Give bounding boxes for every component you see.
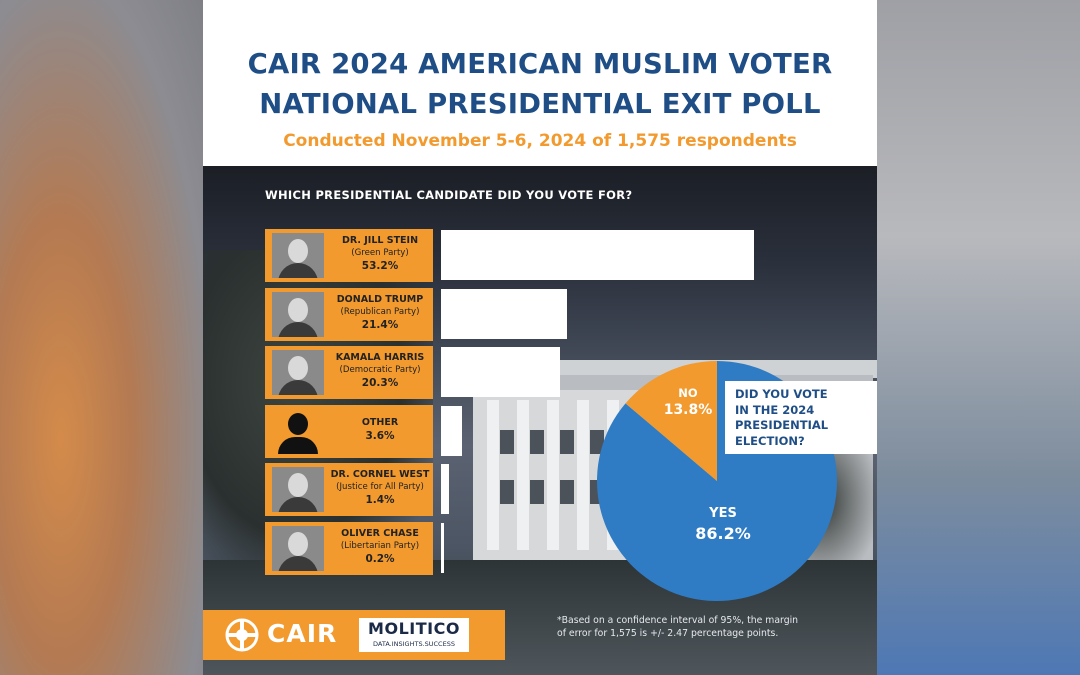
candidate-row: OLIVER CHASE (Libertarian Party) 0.2% <box>265 522 433 575</box>
candidate-photo <box>272 292 324 337</box>
candidate-bar <box>441 230 754 280</box>
poll-infographic: CAIR 2024 AMERICAN MUSLIM VOTER NATIONAL… <box>203 0 877 675</box>
candidate-row: DR. JILL STEIN (Green Party) 53.2% <box>265 229 433 282</box>
candidate-row: DR. CORNEL WEST (Justice for All Party) 1.… <box>265 463 433 516</box>
candidate-percent-label: 3.6% <box>365 430 395 442</box>
candidate-percent-label: 20.3% <box>361 377 399 389</box>
bar-chart-question: WHICH PRESIDENTIAL CANDIDATE DID YOU VOT… <box>265 188 633 202</box>
cair-logo-text: CAIR <box>267 619 338 648</box>
candidate-name: DR. CORNEL WEST <box>330 469 430 480</box>
candidate-percent-label: 21.4% <box>361 319 399 331</box>
pie-slice-no <box>625 361 717 481</box>
header: CAIR 2024 AMERICAN MUSLIM VOTER NATIONAL… <box>203 0 877 166</box>
candidate-name: KAMALA HARRIS <box>335 352 425 363</box>
pie-label-yes-text: YES <box>709 506 737 521</box>
candidate-party: (Democratic Party) <box>339 365 421 375</box>
title-line-1: CAIR 2024 AMERICAN MUSLIM VOTER <box>247 48 833 80</box>
candidate-percent-label: 53.2% <box>361 260 399 272</box>
title-line-2: NATIONAL PRESIDENTIAL EXIT POLL <box>259 88 821 120</box>
candidate-party: (Justice for All Party) <box>336 482 424 492</box>
candidate-photo <box>272 350 324 395</box>
note-line-2: of error for 1,575 is +/- 2.47 percentag… <box>557 628 779 639</box>
molitico-logo: MOLITICO DATA.INSIGHTS.SUCCESS <box>359 618 469 652</box>
pie-question-line-2: IN THE 2024 <box>735 402 815 417</box>
candidate-name: OLIVER CHASE <box>341 528 419 539</box>
pie-question-line-3: PRESIDENTIAL <box>735 418 829 432</box>
molitico-logo-text: MOLITICO <box>368 619 460 638</box>
note-line-1: *Based on a confidence interval of 95%, … <box>557 615 799 626</box>
molitico-tagline: DATA.INSIGHTS.SUCCESS <box>373 640 455 648</box>
candidate-bar <box>441 523 444 573</box>
candidate-percent-label: 0.2% <box>365 553 395 565</box>
candidate-photo <box>272 467 324 512</box>
pie-label-no-text: NO <box>678 386 698 400</box>
candidate-row: DONALD TRUMP (Republican Party) 21.4% <box>265 288 433 341</box>
pie-question-callout: DID YOU VOTE IN THE 2024 PRESIDENTIAL EL… <box>725 381 877 454</box>
pie-question-line-4: ELECTION? <box>735 433 805 448</box>
candidate-bar <box>441 347 560 397</box>
cair-crescent-logo-icon <box>225 618 259 652</box>
candidate-party: (Libertarian Party) <box>340 541 420 551</box>
pie-label-yes-value: 86.2% <box>695 524 751 543</box>
subtitle: Conducted November 5-6, 2024 of 1,575 re… <box>283 131 797 151</box>
candidate-bar <box>441 289 567 339</box>
pie-question-line-1: DID YOU VOTE <box>735 387 828 401</box>
candidate-row: KAMALA HARRIS (Democratic Party) 20.3% <box>265 346 433 399</box>
candidate-name: OTHER <box>361 417 399 428</box>
candidate-party: (Green Party) <box>351 248 409 258</box>
candidate-name: DONALD TRUMP <box>336 294 424 305</box>
blurred-background-left <box>0 0 203 675</box>
candidate-row: OTHER 3.6% <box>265 405 433 458</box>
candidate-bar <box>441 464 449 514</box>
pie-label-yes: YES 86.2% <box>683 504 763 544</box>
person-silhouette-icon <box>272 409 324 454</box>
candidate-photo <box>272 233 324 278</box>
candidate-bar <box>441 406 462 456</box>
margin-of-error-note: *Based on a confidence interval of 95%, … <box>557 614 857 640</box>
pie-label-no-value: 13.8% <box>663 402 713 418</box>
pie-label-no: NO 13.8% <box>652 385 724 419</box>
candidate-percent-label: 1.4% <box>365 494 395 506</box>
candidate-name: DR. JILL STEIN <box>341 235 419 246</box>
blurred-background-right <box>877 0 1080 675</box>
candidate-photo <box>272 526 324 571</box>
candidate-party: (Republican Party) <box>340 307 420 317</box>
